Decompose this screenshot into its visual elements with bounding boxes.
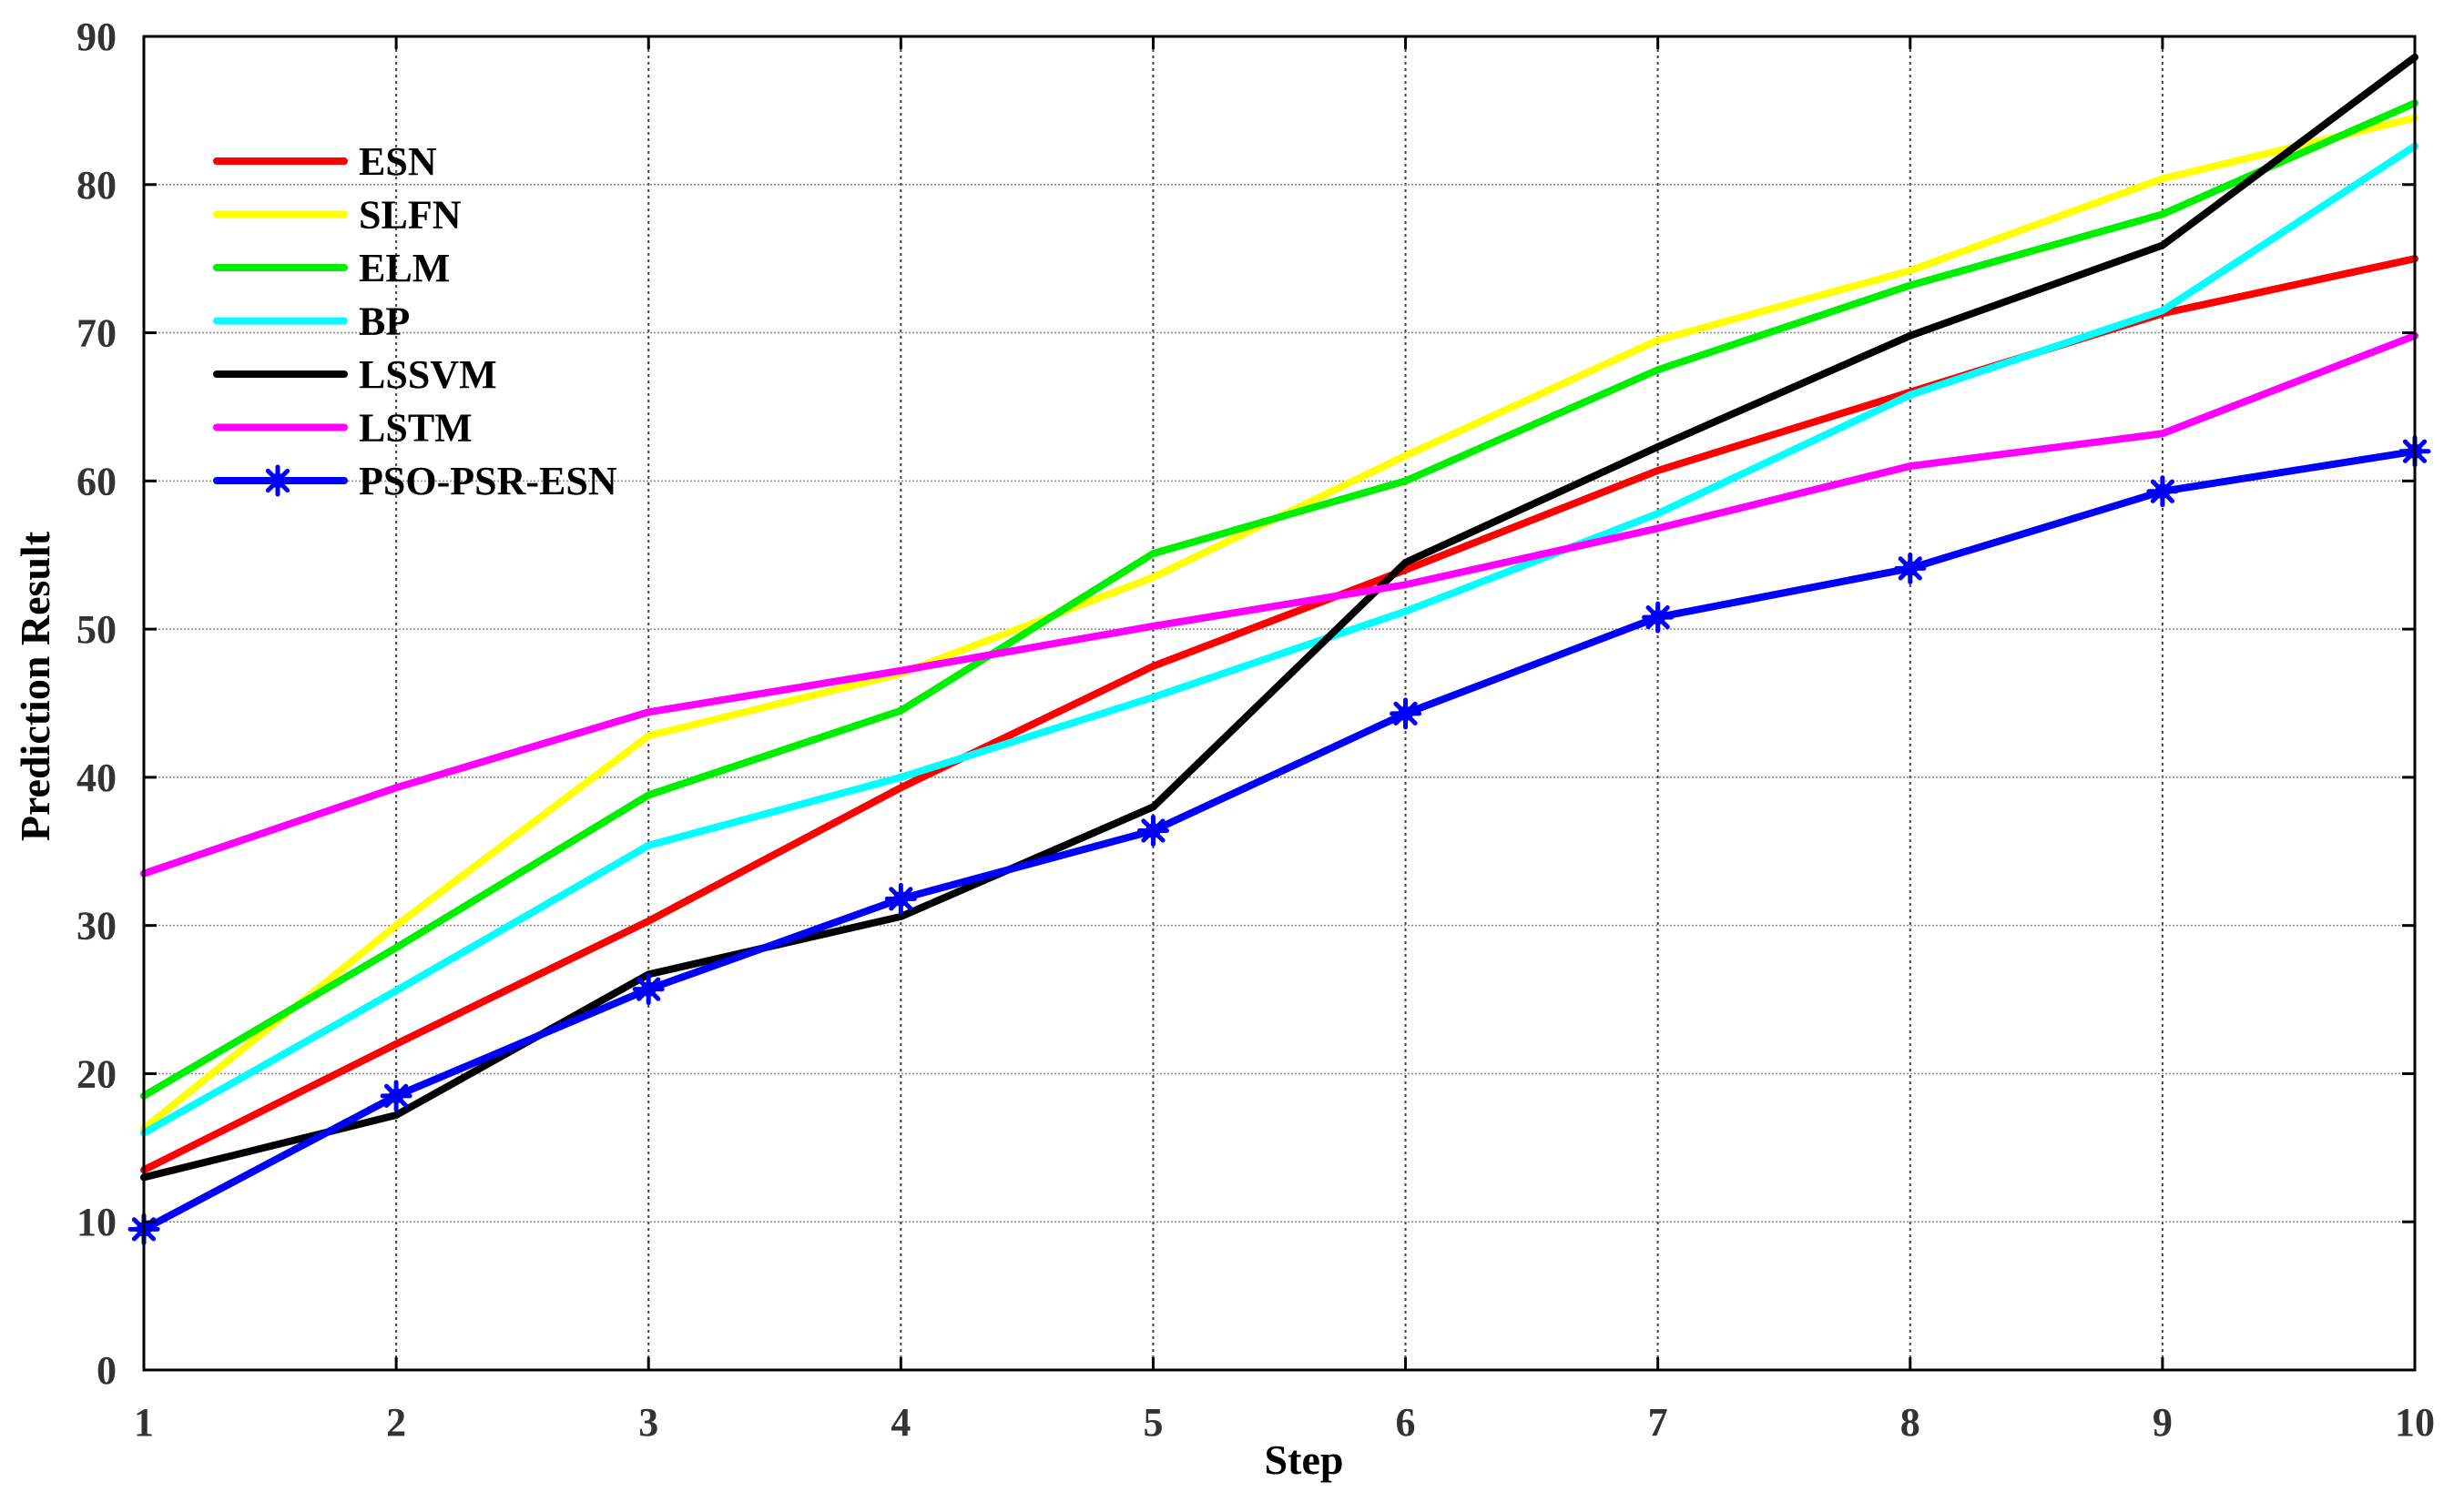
data-point-pso-psr-esn bbox=[1390, 697, 1422, 730]
legend-label: SLFN bbox=[359, 193, 462, 238]
legend-label: ELM bbox=[359, 246, 450, 290]
series-line-lstm bbox=[140, 331, 2418, 878]
series-line-elm bbox=[140, 99, 2418, 1100]
y-tick-label: 60 bbox=[76, 459, 117, 503]
series-line-bp bbox=[140, 142, 2418, 1137]
x-axis-label: Step bbox=[1265, 1436, 1344, 1483]
y-tick-label: 80 bbox=[76, 163, 117, 208]
y-tick-label: 0 bbox=[97, 1348, 117, 1393]
y-tick-label: 90 bbox=[76, 15, 117, 59]
y-tick-label: 10 bbox=[76, 1200, 117, 1244]
x-tick-label: 8 bbox=[1900, 1400, 1920, 1445]
data-point-pso-psr-esn bbox=[1894, 552, 1927, 584]
data-point-pso-psr-esn bbox=[380, 1080, 412, 1112]
x-tick-label: 7 bbox=[1648, 1400, 1668, 1445]
legend-item-slfn: SLFN bbox=[213, 193, 462, 238]
y-tick-label: 30 bbox=[76, 904, 117, 949]
tick-marks bbox=[142, 35, 2417, 1372]
y-tick-label: 20 bbox=[76, 1051, 117, 1096]
x-tick-label: 9 bbox=[2153, 1400, 2173, 1445]
plot-frame bbox=[142, 35, 2417, 1372]
legend-item-lssvm: LSSVM bbox=[213, 352, 497, 397]
x-tick-label: 1 bbox=[134, 1400, 154, 1445]
data-point-pso-psr-esn bbox=[1642, 601, 1675, 634]
legend-item-pso-psr-esn: PSO-PSR-ESN bbox=[213, 459, 617, 503]
legend-item-bp: BP bbox=[213, 299, 410, 344]
x-tick-label: 6 bbox=[1396, 1400, 1416, 1445]
legend-label: LSTM bbox=[359, 406, 473, 451]
grid bbox=[144, 36, 2415, 1370]
data-point-pso-psr-esn bbox=[2146, 475, 2179, 508]
x-tick-label: 2 bbox=[386, 1400, 406, 1445]
y-tick-label: 70 bbox=[76, 311, 117, 356]
x-tick-label: 4 bbox=[891, 1400, 911, 1445]
data-point-pso-psr-esn bbox=[1136, 814, 1169, 847]
legend-marker bbox=[261, 464, 294, 497]
data-point-pso-psr-esn bbox=[632, 973, 665, 1006]
x-tick-label: 3 bbox=[638, 1400, 658, 1445]
legend-item-elm: ELM bbox=[213, 246, 450, 290]
legend-label: LSSVM bbox=[359, 352, 497, 397]
legend-item-esn: ESN bbox=[213, 139, 437, 184]
legend-label: BP bbox=[359, 299, 410, 344]
legend-label: ESN bbox=[359, 139, 437, 184]
legend-label: PSO-PSR-ESN bbox=[359, 459, 617, 503]
legend-item-lstm: LSTM bbox=[213, 406, 473, 451]
data-point-pso-psr-esn bbox=[884, 882, 917, 915]
series-layer bbox=[127, 53, 2431, 1245]
y-tick-label: 40 bbox=[76, 756, 117, 800]
tick-labels: 1 2 3 4 5 6 7 8 9 10 0 10 20 30 40 50 60 70 80 90 bbox=[76, 15, 2435, 1445]
x-tick-label: 5 bbox=[1143, 1400, 1163, 1445]
x-tick-label: 10 bbox=[2395, 1400, 2435, 1445]
y-tick-label: 50 bbox=[76, 607, 117, 652]
series-line-pso-psr-esn bbox=[140, 447, 2418, 1233]
y-axis-label: Prediction Result bbox=[12, 531, 58, 841]
legend: ESN SLFN ELM BP LSSVM LSTM PSO-PSR-ESN bbox=[213, 139, 617, 503]
